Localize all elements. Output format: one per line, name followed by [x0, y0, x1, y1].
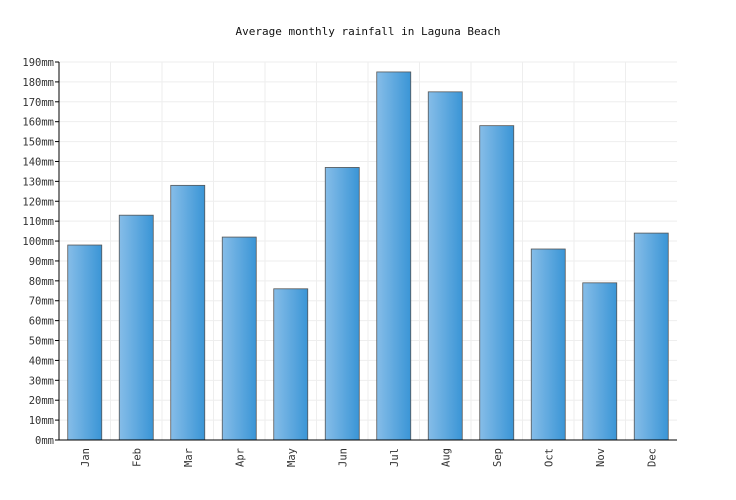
- x-tick-label-jun: Jun: [337, 448, 349, 467]
- y-tick-label: 80mm: [29, 276, 54, 288]
- y-axis-tick-labels: 0mm 10mm 20mm 30mm 40mm 50mm 60mm 70mm 80mm 90mm 1…: [22, 57, 54, 447]
- gridlines: [59, 61, 677, 441]
- bar-jul: [376, 71, 412, 441]
- y-tick-label: 180mm: [22, 77, 54, 89]
- y-tick-label: 100mm: [22, 236, 54, 248]
- axes: [55, 61, 677, 441]
- bar-mar: [170, 184, 206, 441]
- y-tick-label: 50mm: [29, 336, 54, 348]
- y-tick-label: 160mm: [22, 117, 54, 129]
- x-tick-label-oct: Oct: [543, 448, 555, 467]
- bar-jan: [67, 244, 103, 441]
- x-tick-label-aug: Aug: [440, 448, 452, 467]
- bar-may: [273, 288, 309, 441]
- bar-jun: [324, 167, 360, 441]
- x-axis-tick-labels: Jan Feb Mar Apr May Jun Jul Aug Sep Oct Nov Dec: [80, 448, 659, 467]
- bar-aug: [427, 91, 463, 441]
- bars: [67, 71, 669, 441]
- y-tick-label: 110mm: [22, 216, 54, 228]
- x-tick-label-dec: Dec: [646, 448, 658, 467]
- y-tick-label: 170mm: [22, 97, 54, 109]
- y-tick-label: 70mm: [29, 296, 54, 308]
- y-tick-label: 0mm: [35, 435, 54, 447]
- y-tick-label: 20mm: [29, 395, 54, 407]
- bar-sep: [479, 125, 515, 441]
- y-tick-label: 40mm: [29, 355, 54, 367]
- y-tick-label: 10mm: [29, 415, 54, 427]
- bar-oct: [530, 248, 566, 441]
- x-tick-label-feb: Feb: [131, 448, 143, 467]
- x-tick-label-jan: Jan: [80, 448, 92, 467]
- x-tick-label-jul: Jul: [389, 448, 401, 467]
- y-tick-label: 60mm: [29, 316, 54, 328]
- chart-title: Average monthly rainfall in Laguna Beach: [236, 25, 501, 38]
- y-tick-label: 130mm: [22, 176, 54, 188]
- y-tick-label: 30mm: [29, 375, 54, 387]
- bar-feb: [118, 214, 154, 441]
- x-tick-label-mar: Mar: [183, 448, 195, 467]
- x-tick-label-apr: Apr: [234, 448, 246, 467]
- y-tick-label: 150mm: [22, 137, 54, 149]
- y-tick-label: 120mm: [22, 196, 54, 208]
- x-tick-label-nov: Nov: [595, 448, 607, 467]
- y-tick-label: 190mm: [22, 57, 54, 69]
- y-tick-label: 140mm: [22, 156, 54, 168]
- bar-dec: [633, 232, 669, 441]
- bar-nov: [582, 282, 618, 441]
- x-tick-label-may: May: [286, 448, 298, 467]
- bar-apr: [221, 236, 257, 441]
- x-tick-label-sep: Sep: [492, 448, 504, 467]
- y-tick-label: 90mm: [29, 256, 54, 268]
